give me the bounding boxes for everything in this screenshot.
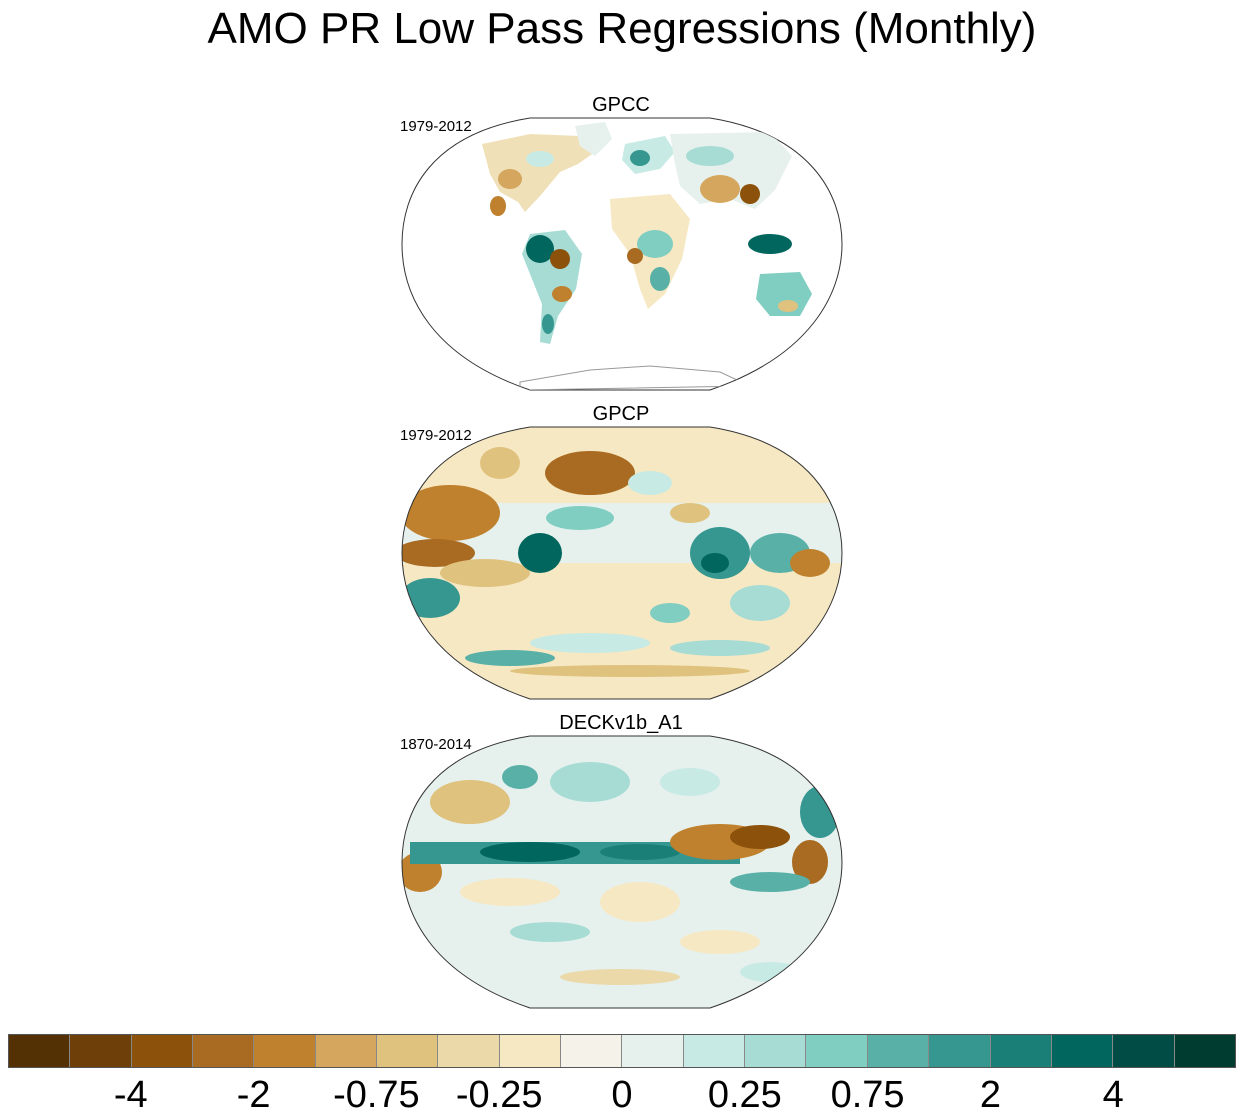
colorbar: -4 -2 -0.75 -0.25 0 0.25 0.75 2 4 — [8, 1034, 1236, 1116]
panel-years: 1979-2012 — [400, 118, 472, 135]
land-australia — [756, 272, 812, 316]
land-greenland — [575, 122, 612, 156]
colorbar-swatch — [990, 1035, 1052, 1067]
map-panel-gpcp: GPCP 1979-2012 — [390, 403, 860, 703]
map-gpcc — [401, 117, 843, 391]
colorbar-swatch — [131, 1035, 194, 1067]
colorbar-tick-label: 0.25 — [707, 1074, 782, 1116]
colorbar-swatch — [806, 1035, 868, 1067]
colorbar-swatch — [499, 1035, 562, 1067]
colorbar-swatch — [315, 1035, 378, 1067]
land-maritime-continent — [748, 234, 792, 254]
panel-title: GPCP — [592, 403, 650, 425]
colorbar-swatch — [1174, 1035, 1235, 1067]
colorbar-swatch — [377, 1035, 439, 1067]
colorbar-swatch — [1051, 1035, 1114, 1067]
colorbar-tick-label: 4 — [1102, 1074, 1124, 1116]
colorbar-tick-label: 2 — [979, 1074, 1001, 1116]
colorbar-tick-label: 0.75 — [830, 1074, 905, 1116]
colorbar-tick-label: -0.25 — [455, 1074, 543, 1116]
colorbar-tick-label: -2 — [236, 1074, 271, 1116]
colorbar-swatch — [438, 1035, 500, 1067]
map-deck — [401, 735, 843, 1009]
colorbar-tick-label: 0 — [611, 1074, 633, 1116]
colorbar-swatch — [622, 1035, 684, 1067]
map-panel-gpcc: GPCC 1979-2012 — [390, 94, 860, 394]
colorbar-swatch — [867, 1035, 930, 1067]
figure-title: AMO PR Low Pass Regressions (Monthly) — [207, 4, 1037, 53]
map-panel-deck: DECKv1b_A1 1870-2014 — [390, 712, 860, 1012]
panel-years: 1870-2014 — [400, 736, 472, 753]
colorbar-tick-label: -0.75 — [333, 1074, 420, 1116]
colorbar-swatch — [70, 1035, 132, 1067]
panel-title: GPCC — [592, 94, 650, 116]
colorbar-swatches — [8, 1034, 1236, 1068]
colorbar-tick-label: -4 — [113, 1074, 148, 1116]
land-antarctica — [519, 365, 751, 390]
panel-title: DECKv1b_A1 — [559, 712, 683, 734]
panel-years: 1979-2012 — [400, 427, 472, 444]
colorbar-swatch — [745, 1035, 807, 1067]
colorbar-swatch — [1113, 1035, 1175, 1067]
colorbar-swatch — [193, 1035, 255, 1067]
colorbar-swatch — [683, 1035, 746, 1067]
map-gpcp — [401, 426, 843, 700]
colorbar-swatch — [9, 1035, 71, 1067]
colorbar-swatch — [561, 1035, 623, 1067]
colorbar-swatch — [254, 1035, 316, 1067]
land-north-america — [482, 134, 595, 212]
colorbar-swatch — [929, 1035, 991, 1067]
